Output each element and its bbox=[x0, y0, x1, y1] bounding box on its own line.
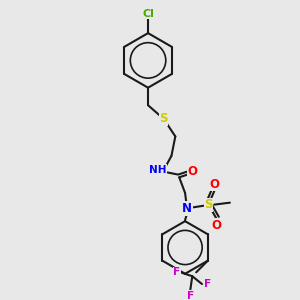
Text: O: O bbox=[209, 178, 219, 191]
Text: S: S bbox=[159, 112, 168, 125]
Text: O: O bbox=[188, 165, 198, 178]
Text: NH: NH bbox=[149, 164, 166, 175]
Text: F: F bbox=[173, 267, 180, 277]
Text: N: N bbox=[182, 202, 192, 215]
Text: O: O bbox=[211, 219, 221, 232]
Text: F: F bbox=[187, 291, 194, 300]
Text: F: F bbox=[204, 279, 211, 289]
Text: S: S bbox=[204, 198, 213, 211]
Text: Cl: Cl bbox=[142, 9, 154, 19]
